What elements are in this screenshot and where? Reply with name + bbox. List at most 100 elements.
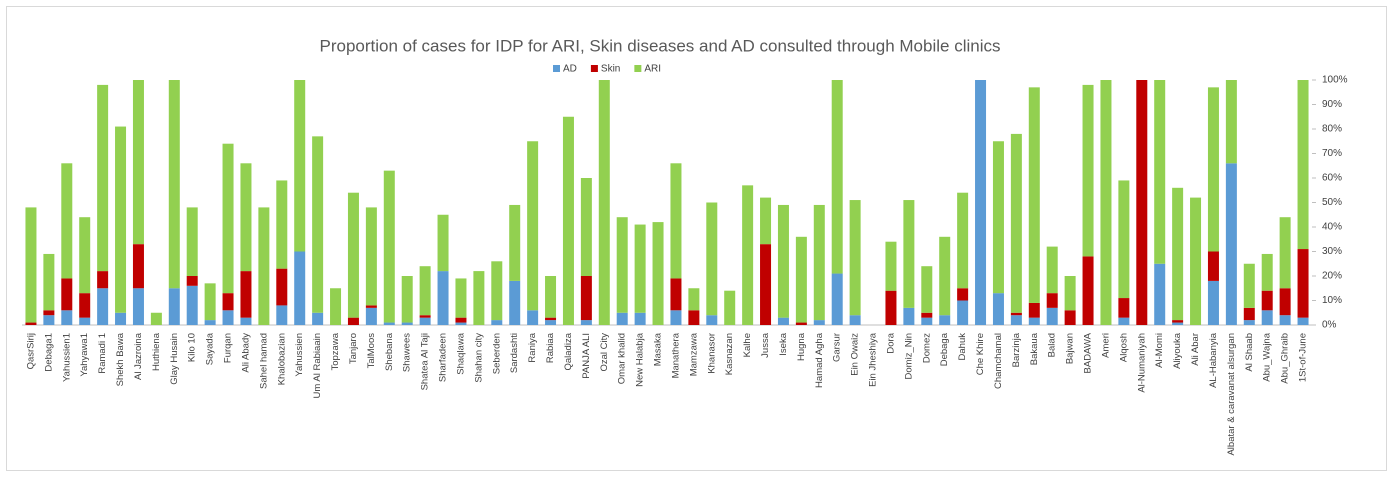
- bar-segment: [634, 224, 646, 313]
- bar-segment: [777, 317, 789, 325]
- bar-segment: [1100, 80, 1112, 325]
- x-tick-label: AL-Habanyia: [1208, 332, 1219, 388]
- bar-segment: [921, 317, 933, 325]
- bar-segment: [652, 222, 664, 325]
- bar-segment: [401, 322, 413, 325]
- bar-segment: [670, 278, 682, 311]
- x-tick-label: Kasnazan: [724, 333, 735, 375]
- x-tick-label: Omar khalid: [617, 333, 628, 384]
- x-tick-label: Topzawa: [330, 332, 341, 370]
- bar-segment: [276, 305, 288, 325]
- y-tick-label: 60%: [1322, 173, 1342, 184]
- y-tick-label: 10%: [1322, 295, 1342, 306]
- bar-segment: [437, 214, 449, 272]
- bar-segment: [1118, 180, 1130, 299]
- bar-segment: [1261, 290, 1273, 311]
- bar-segment: [97, 288, 109, 325]
- bar-segment: [132, 288, 144, 325]
- y-tick-label: 30%: [1322, 246, 1342, 257]
- bar-segment: [79, 293, 91, 318]
- x-tick-label: Shekh Bawa: [115, 332, 126, 386]
- bar-segment: [258, 207, 270, 325]
- x-tick-label: Sardashti: [509, 333, 520, 373]
- x-tick-label: Sharfadeen: [438, 333, 449, 382]
- bar-segment: [365, 307, 377, 325]
- x-tick-label: Yahyawa1: [79, 333, 90, 377]
- x-tick-label: Sayada: [205, 332, 216, 365]
- bar-segment: [204, 283, 216, 321]
- y-tick-label: 20%: [1322, 271, 1342, 282]
- x-tick-label: Qaladiza: [563, 332, 574, 370]
- bar-segment: [921, 312, 933, 318]
- x-tick-label: TalMoos: [366, 333, 377, 369]
- bar-segment: [1010, 315, 1022, 325]
- bar-segment: [527, 141, 539, 311]
- bar-segment: [330, 288, 342, 325]
- bar-segment: [1154, 263, 1166, 325]
- bar-segment: [992, 293, 1004, 325]
- x-tick-label: Garsur: [832, 333, 843, 362]
- x-tick-label: Glay Husain: [169, 333, 180, 385]
- bar-segment: [1064, 276, 1076, 311]
- legend-label: AD: [563, 64, 577, 75]
- x-tick-label: Alqosh: [1118, 333, 1129, 362]
- bar-segment: [43, 253, 55, 311]
- x-tick-label: Domiz_Nin: [903, 333, 914, 379]
- x-tick-label: Jussa: [760, 332, 771, 358]
- bar-segment: [831, 273, 843, 325]
- x-tick-label: Yahussien1: [61, 333, 72, 382]
- bar-segment: [545, 317, 557, 321]
- bar-segment: [61, 163, 73, 279]
- x-tick-label: Mamzawa: [688, 332, 699, 376]
- bar-segment: [1064, 310, 1076, 325]
- bar-segment: [742, 185, 754, 325]
- bar-segment: [1082, 84, 1094, 257]
- bar-segment: [634, 312, 646, 325]
- bar-segment: [1172, 322, 1184, 325]
- bar-segment: [688, 288, 700, 311]
- bar-segment: [957, 192, 969, 289]
- x-tick-label: Debaga1: [43, 333, 54, 372]
- x-tick-label: QasrSirij: [25, 333, 36, 369]
- bar-segment: [312, 312, 324, 325]
- x-tick-label: Masaka: [653, 332, 664, 366]
- x-tick-label: Huthiena: [151, 332, 162, 371]
- bar-segment: [849, 315, 861, 325]
- x-tick-label: Hugna: [796, 332, 807, 361]
- bar-segment: [97, 84, 109, 272]
- bar-segment: [222, 293, 234, 311]
- bar-segment: [760, 197, 772, 245]
- bar-segment: [437, 271, 449, 325]
- x-tick-label: Rabiaa: [545, 332, 556, 363]
- bar-segment: [706, 202, 718, 316]
- x-tick-label: Shahan city: [473, 333, 484, 383]
- bar-segment: [222, 143, 234, 294]
- x-tick-label: PANJA ALI: [581, 333, 592, 379]
- bar-segment: [276, 268, 288, 306]
- bar-segment: [1118, 298, 1130, 318]
- bar-segment: [1028, 302, 1040, 318]
- bar-segment: [222, 310, 234, 325]
- bar-segment: [921, 266, 933, 313]
- bar-segment: [1279, 217, 1291, 289]
- y-tick-label: 100%: [1322, 75, 1348, 86]
- bar-segment: [276, 180, 288, 269]
- y-tick-label: 50%: [1322, 197, 1342, 208]
- bar-segment: [43, 315, 55, 325]
- bar-segment: [1243, 263, 1255, 308]
- bar-segment: [1046, 293, 1058, 308]
- bar-segment: [688, 310, 700, 325]
- x-tick-label: Abu_Ghraib: [1280, 333, 1291, 384]
- bar-segment: [1046, 307, 1058, 325]
- bar-segment: [1297, 249, 1309, 318]
- bar-segment: [903, 200, 915, 308]
- y-tick-label: 70%: [1322, 148, 1342, 159]
- x-tick-label: New Halabja: [635, 332, 646, 387]
- bar-segment: [616, 312, 628, 325]
- x-tick-label: Chamchamal: [993, 333, 1004, 389]
- bar-segment: [1046, 246, 1058, 294]
- bar-segment: [1207, 280, 1219, 325]
- bar-segment: [79, 217, 91, 294]
- bar-segment: [240, 271, 252, 318]
- bar-segment: [831, 80, 843, 274]
